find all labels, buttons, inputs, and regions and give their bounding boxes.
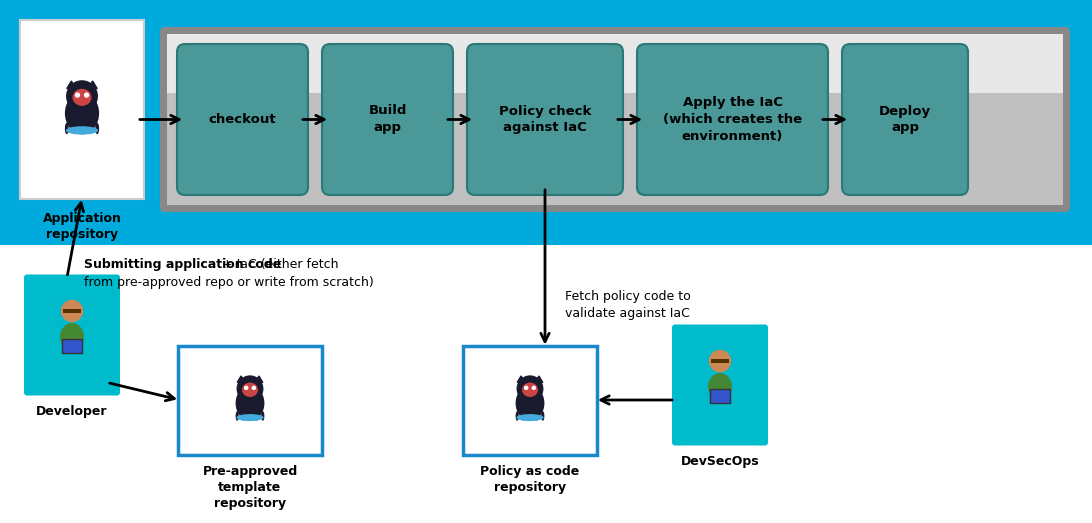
Text: Apply the IaC
(which creates the
environment): Apply the IaC (which creates the environ… xyxy=(663,96,802,143)
Ellipse shape xyxy=(248,411,251,421)
Text: DevSecOps: DevSecOps xyxy=(680,454,759,468)
Ellipse shape xyxy=(261,411,264,421)
Ellipse shape xyxy=(72,89,92,106)
Ellipse shape xyxy=(72,123,76,134)
Bar xyxy=(63,310,81,313)
Ellipse shape xyxy=(529,411,532,421)
Polygon shape xyxy=(67,81,76,88)
Circle shape xyxy=(66,80,98,112)
FancyBboxPatch shape xyxy=(167,34,1063,95)
FancyBboxPatch shape xyxy=(322,44,453,195)
FancyBboxPatch shape xyxy=(842,44,968,195)
Polygon shape xyxy=(518,376,525,382)
Ellipse shape xyxy=(517,414,544,421)
Text: Policy as code
repository: Policy as code repository xyxy=(480,464,580,494)
Ellipse shape xyxy=(708,373,732,401)
Circle shape xyxy=(517,376,544,402)
Text: Deploy
app: Deploy app xyxy=(879,105,931,134)
Text: from pre-approved repo or write from scratch): from pre-approved repo or write from scr… xyxy=(84,276,373,289)
FancyBboxPatch shape xyxy=(463,346,597,454)
Circle shape xyxy=(532,385,536,390)
Text: Build
app: Build app xyxy=(368,105,406,134)
Bar xyxy=(711,359,728,362)
Text: Application
repository: Application repository xyxy=(43,212,121,241)
FancyBboxPatch shape xyxy=(672,324,768,446)
Ellipse shape xyxy=(242,411,246,421)
Circle shape xyxy=(524,385,529,390)
Circle shape xyxy=(251,385,257,390)
Circle shape xyxy=(709,350,732,372)
Ellipse shape xyxy=(60,323,84,351)
FancyBboxPatch shape xyxy=(467,44,624,195)
FancyBboxPatch shape xyxy=(161,28,1069,211)
FancyBboxPatch shape xyxy=(24,275,120,395)
Bar xyxy=(710,389,729,403)
Polygon shape xyxy=(88,81,97,88)
Polygon shape xyxy=(256,376,263,382)
Circle shape xyxy=(74,93,80,98)
Polygon shape xyxy=(535,376,543,382)
Ellipse shape xyxy=(254,411,258,421)
Ellipse shape xyxy=(535,411,538,421)
Ellipse shape xyxy=(515,411,519,421)
FancyBboxPatch shape xyxy=(20,20,144,199)
Text: Policy check
against IaC: Policy check against IaC xyxy=(499,105,591,134)
FancyBboxPatch shape xyxy=(167,93,1063,205)
Ellipse shape xyxy=(242,382,258,397)
Text: Developer: Developer xyxy=(36,404,108,417)
Ellipse shape xyxy=(522,382,538,397)
Ellipse shape xyxy=(236,414,263,421)
Bar xyxy=(62,339,82,353)
Ellipse shape xyxy=(66,126,98,134)
Text: Fetch policy code to
validate against IaC: Fetch policy code to validate against Ia… xyxy=(565,290,691,320)
Circle shape xyxy=(244,385,248,390)
FancyBboxPatch shape xyxy=(637,44,828,195)
Circle shape xyxy=(61,300,83,322)
Ellipse shape xyxy=(542,411,545,421)
Polygon shape xyxy=(237,376,245,382)
Text: + IaC (either fetch: + IaC (either fetch xyxy=(217,258,339,271)
Bar xyxy=(0,0,1092,245)
Ellipse shape xyxy=(522,411,525,421)
Ellipse shape xyxy=(80,123,84,134)
Ellipse shape xyxy=(515,385,545,421)
Ellipse shape xyxy=(236,411,239,421)
Ellipse shape xyxy=(236,385,264,421)
Circle shape xyxy=(237,376,263,402)
Ellipse shape xyxy=(64,93,99,134)
Ellipse shape xyxy=(95,123,99,134)
FancyBboxPatch shape xyxy=(178,346,322,454)
FancyBboxPatch shape xyxy=(177,44,308,195)
Circle shape xyxy=(84,93,90,98)
Text: Pre-approved
template
repository: Pre-approved template repository xyxy=(202,464,298,509)
Ellipse shape xyxy=(87,123,92,134)
Text: checkout: checkout xyxy=(209,113,276,126)
Ellipse shape xyxy=(64,123,69,134)
Text: Submitting application code: Submitting application code xyxy=(84,258,282,271)
